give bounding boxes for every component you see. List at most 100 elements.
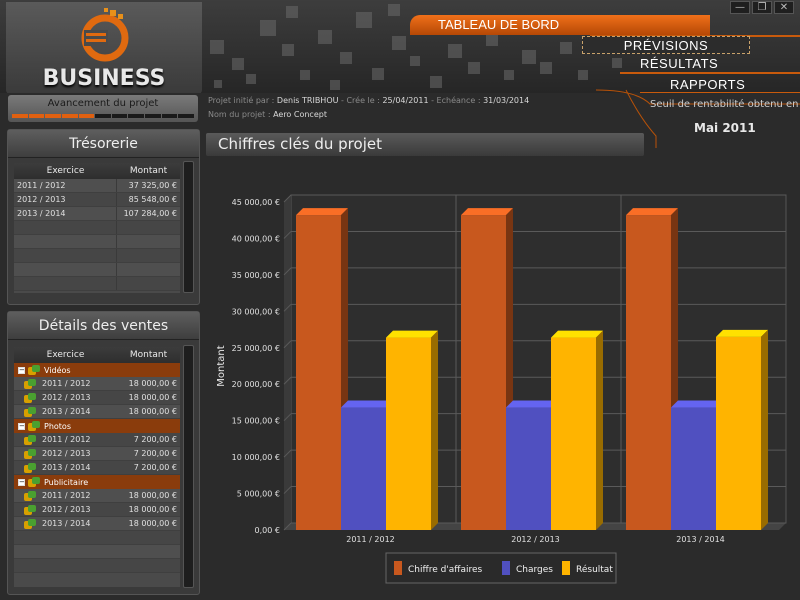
category-icon: [24, 518, 36, 529]
table-row[interactable]: [14, 221, 180, 235]
nav-rapports[interactable]: RAPPORTS: [670, 77, 746, 92]
table-row[interactable]: 2013 / 2014 18 000,00 €: [14, 405, 180, 419]
collapse-icon[interactable]: −: [18, 421, 25, 430]
category-icon: [28, 365, 40, 375]
progress-segment: [28, 114, 45, 118]
grid-line-diag: [283, 413, 292, 422]
tresorerie-table: Exercice Montant 2011 / 2012 37 325,00 €2…: [14, 163, 180, 293]
tab-dashboard[interactable]: TABLEAU DE BORD: [410, 15, 710, 35]
cell-exercice: [14, 277, 117, 290]
table-row[interactable]: 2011 / 2012 18 000,00 €: [14, 489, 180, 503]
category-icon: [24, 406, 36, 417]
table-row[interactable]: [14, 263, 180, 277]
chart-title: Chiffres clés du projet: [206, 133, 644, 156]
cell-montant: 37 325,00 €: [128, 181, 177, 190]
decor-square: [286, 6, 298, 18]
table-header: Exercice Montant: [14, 347, 180, 363]
table-row[interactable]: 2012 / 2013 85 548,00 €: [14, 193, 180, 207]
decor-square: [210, 40, 224, 54]
cell-exercice: 2012 / 2013: [14, 193, 117, 206]
table-row[interactable]: 2013 / 2014 107 284,00 €: [14, 207, 180, 221]
group-row[interactable]: − Publicitaire: [14, 475, 180, 489]
cell-montant: 7 200,00 €: [133, 435, 177, 444]
bar-top: [626, 208, 678, 216]
progress-segment: [95, 114, 111, 118]
table-row[interactable]: 2013 / 2014 18 000,00 €: [14, 517, 180, 531]
project-name-label: Nom du projet :: [208, 110, 271, 119]
decor-square: [214, 80, 222, 88]
decor-square: [504, 70, 514, 80]
scrollbar[interactable]: [183, 161, 194, 293]
y-tick-label: 5 000,00 €: [237, 490, 280, 499]
decor-square: [540, 62, 552, 74]
table-row: [14, 545, 180, 559]
nav-resultats[interactable]: RÉSULTATS: [640, 56, 719, 71]
bar-top: [671, 400, 723, 408]
decor-square: [448, 44, 462, 58]
decor-square: [392, 36, 406, 50]
progress-segment: [12, 114, 28, 118]
decor-square: [260, 20, 276, 36]
grid-line-diag: [283, 194, 292, 203]
close-button[interactable]: ✕: [774, 1, 794, 14]
category-icon: [24, 462, 36, 473]
table-row[interactable]: [14, 249, 180, 263]
minimize-button[interactable]: —: [730, 1, 750, 14]
cell-exercice: [14, 249, 117, 262]
category-icon: [24, 434, 36, 445]
decor-square: [340, 52, 352, 64]
table-row[interactable]: 2011 / 2012 7 200,00 €: [14, 433, 180, 447]
logo: BUSINESS PLAN: [6, 2, 202, 93]
column-header-exercice[interactable]: Exercice: [46, 166, 85, 176]
bar: [716, 336, 761, 530]
cell-montant: 7 200,00 €: [133, 463, 177, 472]
cell-montant: [117, 277, 180, 290]
ventes-panel: Détails des ventes Exercice Montant − Vid…: [7, 311, 200, 595]
bar: [386, 337, 431, 530]
x-tick-label: 2013 / 2014: [676, 535, 725, 544]
decor-square: [318, 30, 332, 44]
nav-previsions[interactable]: PRÉVISIONS: [582, 36, 750, 54]
scrollbar[interactable]: [183, 345, 194, 588]
cell-montant: [117, 221, 180, 234]
collapse-icon[interactable]: −: [18, 365, 25, 374]
cell-exercice: 2012 / 2013: [42, 505, 91, 514]
y-tick-label: 20 000,00 €: [232, 380, 280, 389]
table-row[interactable]: 2011 / 2012 18 000,00 €: [14, 377, 180, 391]
decor-square: [468, 62, 480, 74]
ventes-title: Détails des ventes: [8, 312, 199, 340]
column-header-montant[interactable]: Montant: [129, 350, 168, 360]
cell-montant: 107 284,00 €: [123, 209, 177, 218]
x-tick-label: 2011 / 2012: [346, 535, 395, 544]
collapse-icon[interactable]: −: [18, 477, 25, 486]
table-row[interactable]: 2012 / 2013 7 200,00 €: [14, 447, 180, 461]
table-row[interactable]: [14, 277, 180, 291]
column-header-exercice[interactable]: Exercice: [46, 350, 85, 360]
table-row[interactable]: 2012 / 2013 18 000,00 €: [14, 391, 180, 405]
legend-swatch: [562, 561, 570, 575]
header: BUSINESS PLAN TABLEAU DE BORD PRÉVISIONS…: [0, 0, 800, 93]
cell-montant: 18 000,00 €: [128, 491, 177, 500]
x-tick-label: 2012 / 2013: [511, 535, 560, 544]
bar-chart: 0,00 € 5 000,00 € 10 000,00 € 15 000,00 € 20…: [216, 194, 787, 584]
bar: [296, 215, 341, 530]
restore-button[interactable]: ❐: [752, 1, 772, 14]
table-body: − Vidéos 2011 / 2012 18 000,00 €2012 / 2013…: [14, 363, 180, 573]
logo-icon: [81, 8, 129, 62]
group-row[interactable]: − Vidéos: [14, 363, 180, 377]
legend-label: Résultat: [576, 564, 613, 575]
project-name: Aero Concept: [273, 110, 327, 119]
table-row[interactable]: [14, 235, 180, 249]
grid-line-diag: [283, 267, 292, 276]
bar-top: [341, 400, 393, 408]
grid-line-diag: [283, 449, 292, 458]
group-row[interactable]: − Photos: [14, 419, 180, 433]
deadline: 31/03/2014: [483, 96, 530, 105]
y-tick-label: 25 000,00 €: [232, 344, 280, 353]
column-header-montant[interactable]: Montant: [129, 166, 168, 176]
table-row[interactable]: 2012 / 2013 18 000,00 €: [14, 503, 180, 517]
decor-square: [560, 42, 572, 54]
bar-side: [431, 330, 438, 530]
table-row[interactable]: 2013 / 2014 7 200,00 €: [14, 461, 180, 475]
table-row[interactable]: 2011 / 2012 37 325,00 €: [14, 179, 180, 193]
